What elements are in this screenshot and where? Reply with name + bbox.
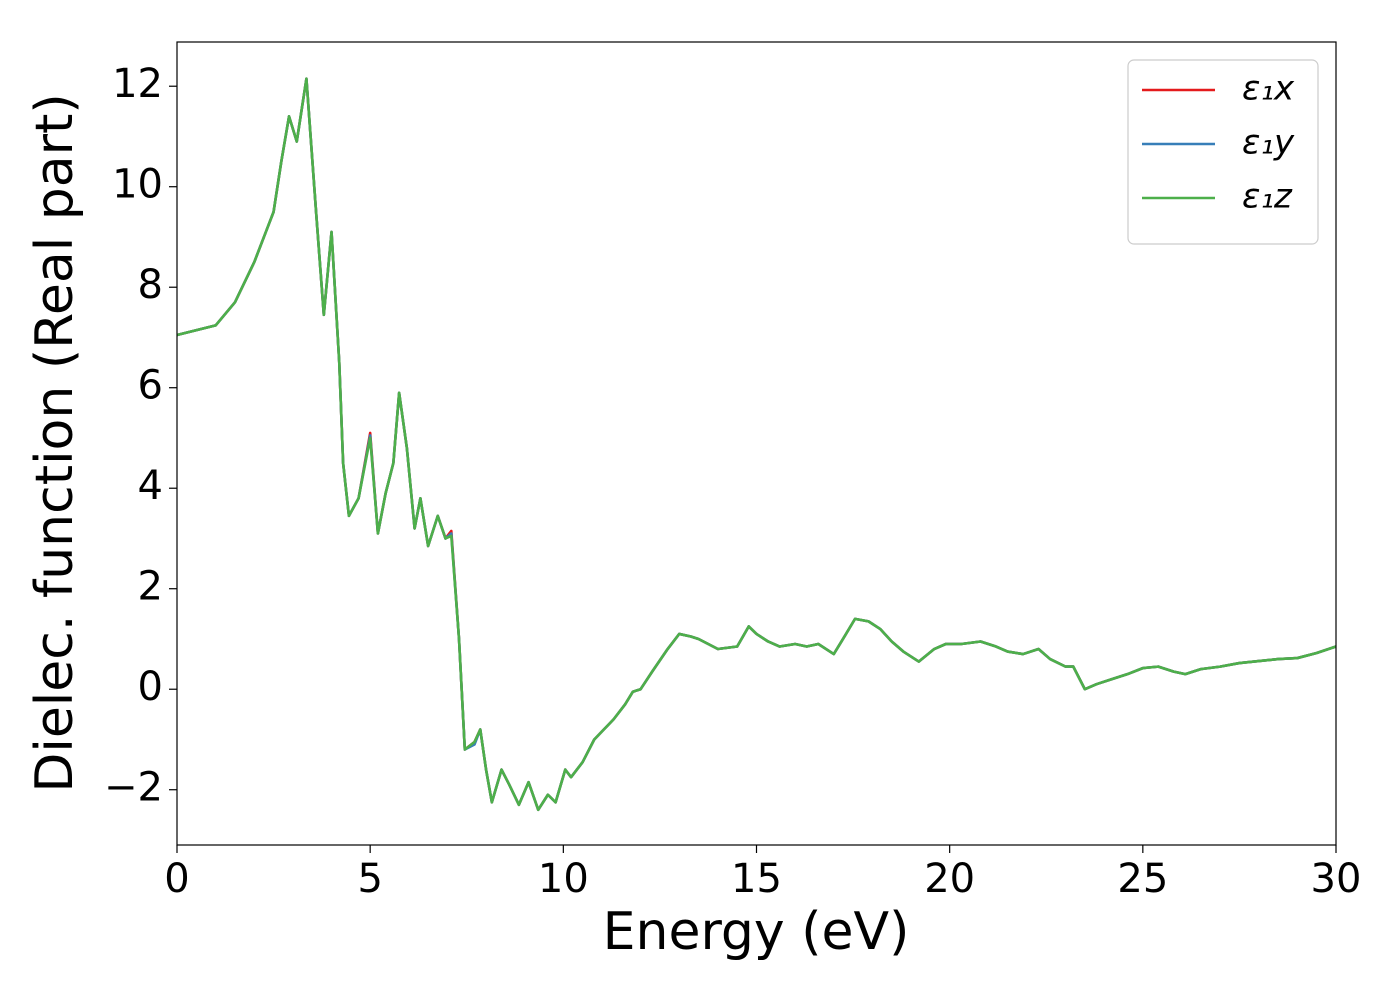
x-tick-label: 30 [1311, 856, 1362, 902]
y-axis-label: Dielec. function (Real part) [25, 93, 85, 792]
x-tick-label: 25 [1117, 856, 1168, 902]
x-axis-label: Energy (eV) [603, 902, 910, 962]
legend-label: ε₁z [1242, 177, 1293, 217]
x-tick-label: 10 [538, 856, 589, 902]
y-tick-label: 10 [112, 162, 163, 208]
y-tick-label: 8 [138, 262, 163, 308]
series-line [176, 77, 1337, 812]
y-tick-label: 0 [138, 664, 163, 710]
y-tick-label: 6 [138, 363, 163, 409]
x-tick-label: 20 [924, 856, 975, 902]
y-tick-label: 4 [138, 463, 163, 509]
x-tick-label: 0 [164, 856, 189, 902]
legend: ε₁x ε₁y ε₁z [1127, 59, 1319, 245]
x-tick-label: 5 [357, 856, 382, 902]
y-tick-label: 12 [112, 61, 163, 107]
legend-label: ε₁y [1242, 123, 1295, 163]
y-tick-label: 2 [138, 564, 163, 610]
y-tick-label: −2 [104, 765, 163, 811]
x-tick-label: 15 [731, 856, 782, 902]
legend-label: ε₁x [1242, 69, 1295, 109]
